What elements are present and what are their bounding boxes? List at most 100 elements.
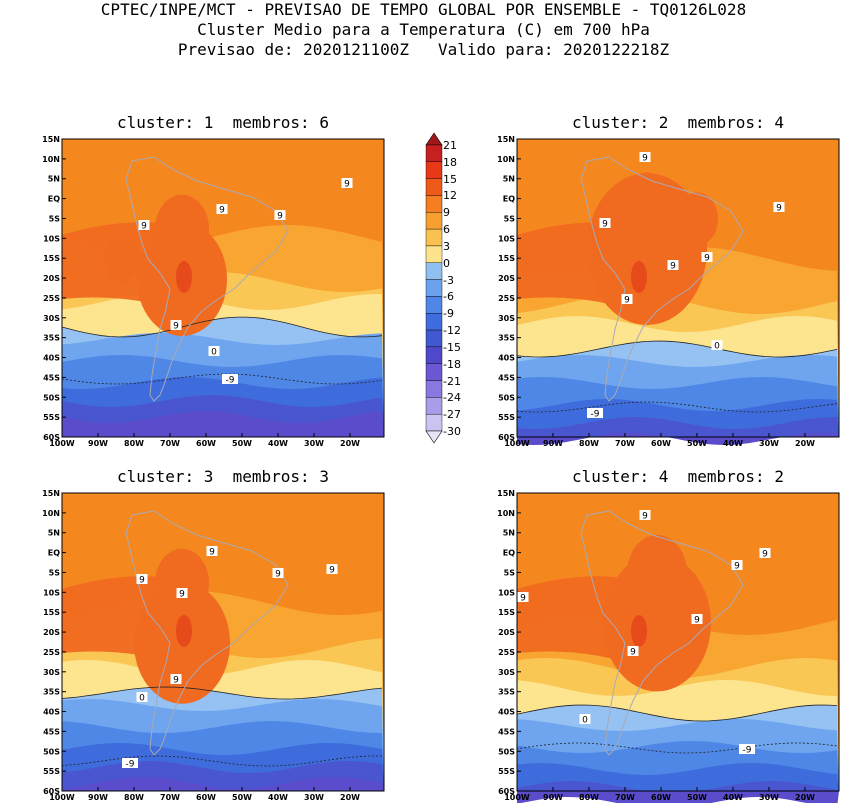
map-panel-3: 15N 10N 5N EQ 5S 10S 15S 20S 25S 30S 35S 40S 45S 50S 5… <box>42 489 385 802</box>
contour-label-9: 9 <box>326 564 338 576</box>
lon-label: 50W <box>232 793 252 802</box>
lat-label: 30S <box>43 668 60 677</box>
svg-text:-9: -9 <box>591 410 600 420</box>
lat-label: 40S <box>43 708 60 717</box>
colorbar-arrow-top <box>425 132 443 146</box>
lon-label: 40W <box>268 439 288 448</box>
colorbar-label: 0 <box>443 256 450 270</box>
colorbar-swatch <box>425 397 443 415</box>
lat-label: 35S <box>43 688 60 697</box>
svg-text:0: 0 <box>714 342 720 352</box>
lat-label: 5N <box>503 175 515 184</box>
svg-text:9: 9 <box>275 570 281 580</box>
colorbar-label: -18 <box>443 357 461 371</box>
lat-label: 10N <box>497 155 515 164</box>
lat-label: 50S <box>498 747 515 756</box>
lon-label: 90W <box>88 793 108 802</box>
svg-text:9: 9 <box>630 648 636 658</box>
svg-text:9: 9 <box>141 222 147 232</box>
lat-label: 10N <box>42 509 60 518</box>
lat-label: 10N <box>497 509 515 518</box>
svg-text:9: 9 <box>642 512 648 522</box>
lon-label: 60W <box>196 439 216 448</box>
lon-label: 100W <box>504 793 530 802</box>
lon-label: 30W <box>759 439 779 448</box>
lat-label: 15S <box>498 608 515 617</box>
colorbar-swatch <box>425 329 443 348</box>
lat-label: 45S <box>43 373 60 382</box>
lat-label: 15N <box>497 135 515 144</box>
temperature-field <box>516 493 839 803</box>
lon-label: 60W <box>196 793 216 802</box>
svg-text:9: 9 <box>520 594 526 604</box>
contour-label-0: 0 <box>136 692 148 704</box>
colorbar-label: 9 <box>443 206 450 220</box>
lon-label: 20W <box>795 793 815 802</box>
lat-label: 5N <box>48 529 60 538</box>
lat-label: 60S <box>498 787 515 796</box>
colorbar-swatch <box>425 228 443 247</box>
colorbar-swatch <box>425 313 443 331</box>
colorbar-swatch <box>425 279 443 297</box>
svg-text:9: 9 <box>179 590 185 600</box>
contour-label-9: 9 <box>701 252 713 264</box>
lon-label: 30W <box>304 439 324 448</box>
contour-label-0: 0 <box>711 340 723 352</box>
svg-text:9: 9 <box>762 550 768 560</box>
svg-text:-9: -9 <box>126 760 135 770</box>
main-title: CPTEC/INPE/MCT - PREVISAO DE TEMPO GLOBA… <box>100 0 747 19</box>
lat-label: EQ <box>503 195 515 204</box>
lat-label: 10N <box>42 155 60 164</box>
contour-label-9: 9 <box>691 614 703 626</box>
lat-label: 30S <box>43 314 60 323</box>
lat-label: 50S <box>43 747 60 756</box>
lat-label: 45S <box>43 727 60 736</box>
temperature-field <box>516 139 839 445</box>
lat-label: 60S <box>43 787 60 796</box>
colorbar-swatch <box>425 346 443 364</box>
lat-label: 5N <box>503 529 515 538</box>
lon-label: 20W <box>340 439 360 448</box>
svg-text:9: 9 <box>344 180 350 190</box>
colorbar-label: 15 <box>443 172 457 186</box>
lon-label: 100W <box>49 793 75 802</box>
lon-label: 80W <box>579 439 599 448</box>
svg-text:9: 9 <box>624 296 630 306</box>
colorbar-arrow-bottom <box>425 430 443 444</box>
lon-label: 60W <box>651 793 671 802</box>
lon-label: 50W <box>687 439 707 448</box>
lat-label: 40S <box>43 354 60 363</box>
lon-label: 50W <box>687 793 707 802</box>
contour-label-9: 9 <box>206 546 218 558</box>
lat-label: 10S <box>498 234 515 243</box>
lat-label: 20S <box>43 274 60 283</box>
lat-label: 20S <box>498 628 515 637</box>
contour-label-9: 9 <box>170 320 182 332</box>
lat-label: 10S <box>43 588 60 597</box>
lon-label: 90W <box>88 439 108 448</box>
colorbar-swatch <box>425 178 443 196</box>
svg-text:0: 0 <box>139 694 145 704</box>
lon-label: 100W <box>504 439 530 448</box>
map-panel-1: 15N 10N 5N EQ 5S 10S 15S 20S 25S 30S 35S 40S 45S 50S 5… <box>42 135 385 448</box>
colorbar-label: -12 <box>443 324 461 338</box>
lat-label: 30S <box>498 668 515 677</box>
colorbar-swatch <box>425 212 443 230</box>
coastline <box>580 510 744 756</box>
map-panel-4: 15N 10N 5N EQ 5S 10S 15S 20S 25S 30S 35S 40S 45S 50S 5… <box>497 489 840 803</box>
lat-label: 5S <box>504 568 516 577</box>
lat-label: 15N <box>42 135 60 144</box>
colorbar-label: 21 <box>443 139 457 152</box>
lat-label: 5S <box>504 214 516 223</box>
lon-label: 80W <box>579 793 599 802</box>
svg-text:9: 9 <box>219 206 225 216</box>
lon-label: 90W <box>543 793 563 802</box>
lat-label: 55S <box>43 413 60 422</box>
contour-label-0: 0 <box>208 346 220 358</box>
colorbar-swatch <box>425 363 443 381</box>
lat-label: 55S <box>498 767 515 776</box>
lat-label: 15S <box>43 254 60 263</box>
contour-label-minus-9: -9 <box>739 744 755 756</box>
map-panel-2: 15N 10N 5N EQ 5S 10S 15S 20S 25S 30S 35S 40S 45S 50S 5… <box>497 135 840 448</box>
contour-label-9: 9 <box>639 510 651 522</box>
